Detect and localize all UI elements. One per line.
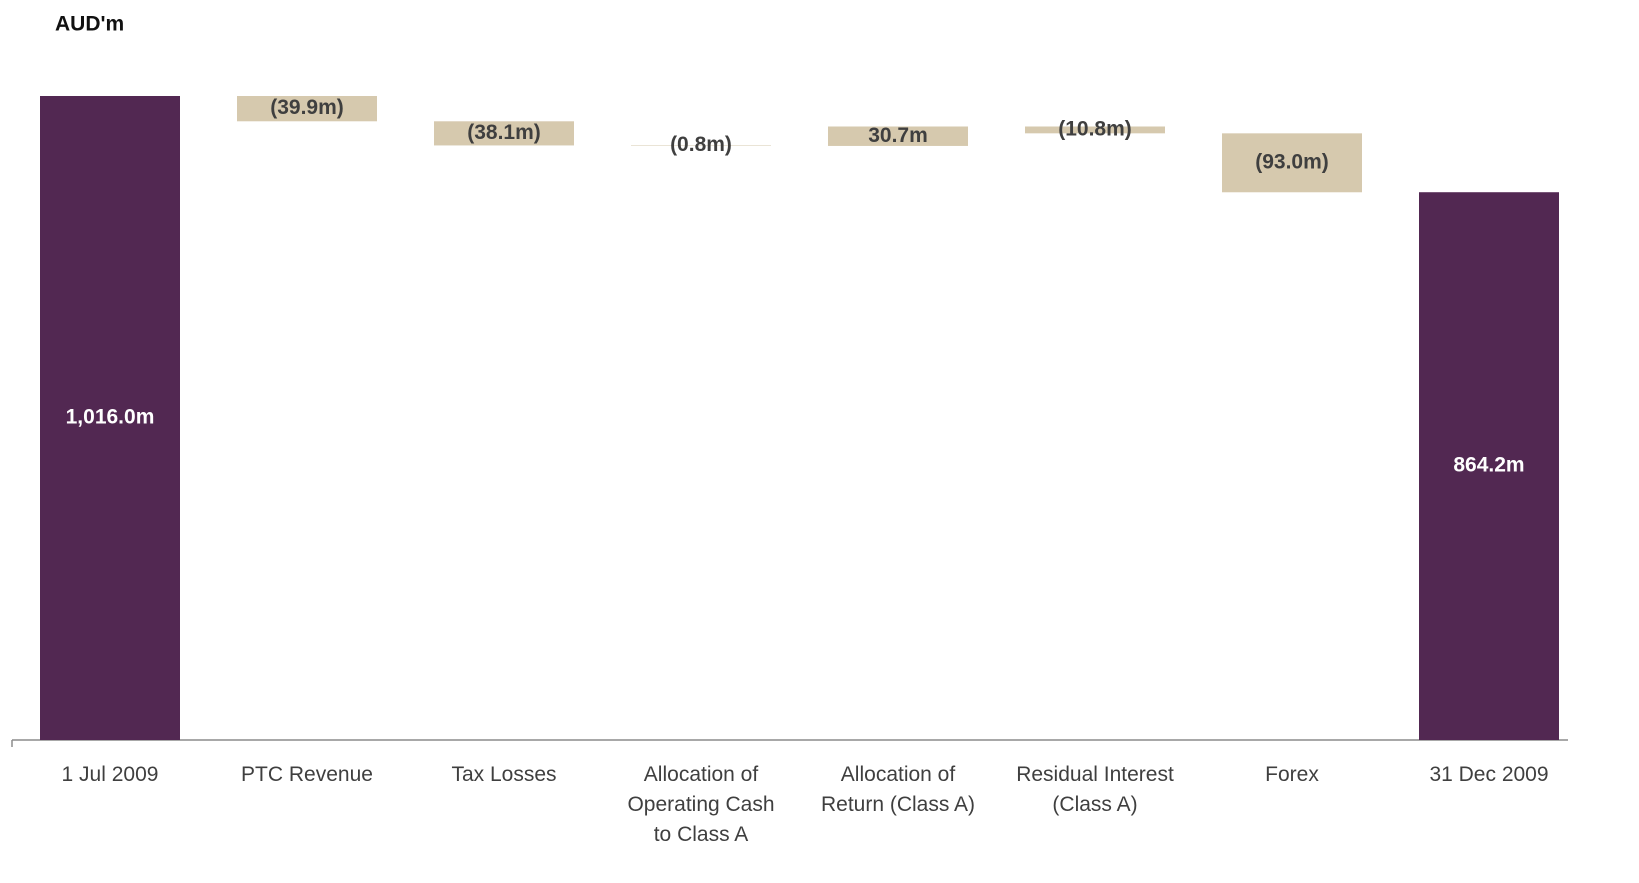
x-tick-label: Forex bbox=[1265, 763, 1319, 786]
value-label: 864.2m bbox=[1453, 454, 1524, 477]
x-tick-label: Residual Interest (Class A) bbox=[1016, 763, 1174, 816]
value-label: 30.7m bbox=[868, 124, 928, 147]
bar bbox=[1419, 192, 1559, 741]
value-label: 1,016.0m bbox=[66, 406, 155, 429]
value-label: (39.9m) bbox=[270, 96, 344, 119]
chart-title: AUD'm bbox=[55, 13, 124, 36]
x-tick-label: 31 Dec 2009 bbox=[1429, 763, 1548, 786]
bar bbox=[1222, 133, 1362, 193]
x-tick-label: PTC Revenue bbox=[241, 763, 373, 786]
bar bbox=[1025, 126, 1165, 134]
value-label: (93.0m) bbox=[1255, 150, 1329, 173]
bar bbox=[434, 121, 574, 146]
bar bbox=[40, 96, 180, 740]
value-label: (10.8m) bbox=[1058, 117, 1132, 140]
x-tick-label: 1 Jul 2009 bbox=[62, 763, 159, 786]
value-label: (38.1m) bbox=[467, 121, 541, 144]
x-tick-label: Allocation of Return (Class A) bbox=[821, 763, 975, 816]
x-tick-label: Allocation of Operating Cash to Class A bbox=[627, 763, 774, 846]
bar bbox=[237, 96, 377, 122]
x-tick-label: Tax Losses bbox=[451, 763, 556, 786]
value-label: (0.8m) bbox=[670, 133, 732, 156]
bar bbox=[828, 126, 968, 146]
bar bbox=[631, 145, 771, 146]
